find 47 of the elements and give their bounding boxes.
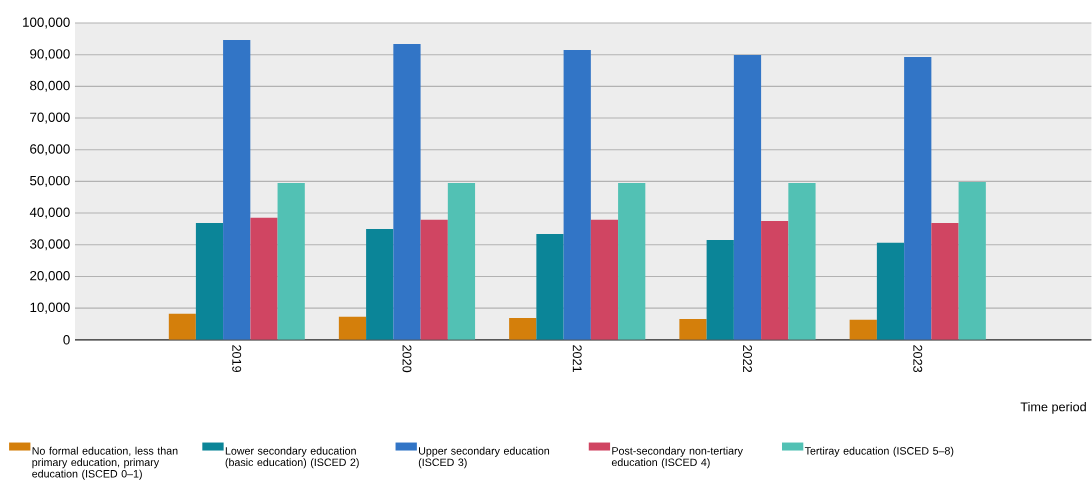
bar — [849, 319, 877, 340]
legend-label: Tertiray education (ISCED 5–8) — [804, 446, 954, 457]
y-tick-label: 50,000 — [30, 176, 70, 188]
bar — [420, 219, 448, 340]
bar — [618, 183, 646, 340]
bar — [223, 40, 251, 340]
bar — [590, 219, 619, 340]
bar — [168, 313, 196, 340]
bar — [338, 316, 367, 340]
bar — [931, 223, 959, 340]
y-tick-label: 30,000 — [30, 239, 70, 251]
x-tick-label: 2022 — [743, 345, 752, 373]
y-tick-label: 70,000 — [30, 112, 70, 124]
y-tick-label: 100,000 — [23, 17, 70, 29]
y-tick-label: 0 — [63, 335, 70, 345]
bar — [876, 243, 905, 340]
y-tick-label: 20,000 — [30, 271, 70, 283]
y-tick-label: 10,000 — [30, 302, 70, 314]
x-tick-label: 2020 — [402, 345, 412, 373]
bar — [761, 221, 789, 340]
bar — [536, 234, 564, 340]
bar — [393, 44, 421, 340]
bar — [447, 183, 476, 340]
x-tick-label: 2021 — [572, 345, 582, 373]
bar — [706, 240, 734, 340]
y-tick-label: 40,000 — [29, 207, 70, 219]
bar — [366, 229, 394, 340]
bar — [958, 182, 986, 340]
y-tick-label: 60,000 — [30, 144, 70, 156]
bar — [277, 183, 305, 340]
bar — [563, 50, 591, 340]
legend-label: Lower secondary education (basic education) (ISCED 2) — [225, 446, 359, 469]
x-tick-label: 2019 — [232, 345, 242, 373]
x-axis-title: Time period — [1020, 402, 1086, 414]
y-tick-label: 80,000 — [30, 80, 70, 92]
legend-label: No formal education, less than primary education, primary education (ISCED 0–1) — [32, 446, 178, 480]
bar — [679, 319, 707, 340]
legend-label: Upper secondary education (ISCED 3) — [418, 446, 550, 469]
bar — [509, 318, 537, 340]
legend-label: Post-secondary non-tertiary education (ISCED 4) — [611, 446, 743, 469]
bar — [904, 57, 932, 340]
y-tick-label: 90,000 — [30, 49, 70, 61]
bar — [788, 183, 816, 340]
x-tick-label: 2023 — [913, 345, 923, 373]
bar — [195, 223, 224, 340]
bar — [250, 217, 278, 340]
bar — [733, 55, 762, 340]
